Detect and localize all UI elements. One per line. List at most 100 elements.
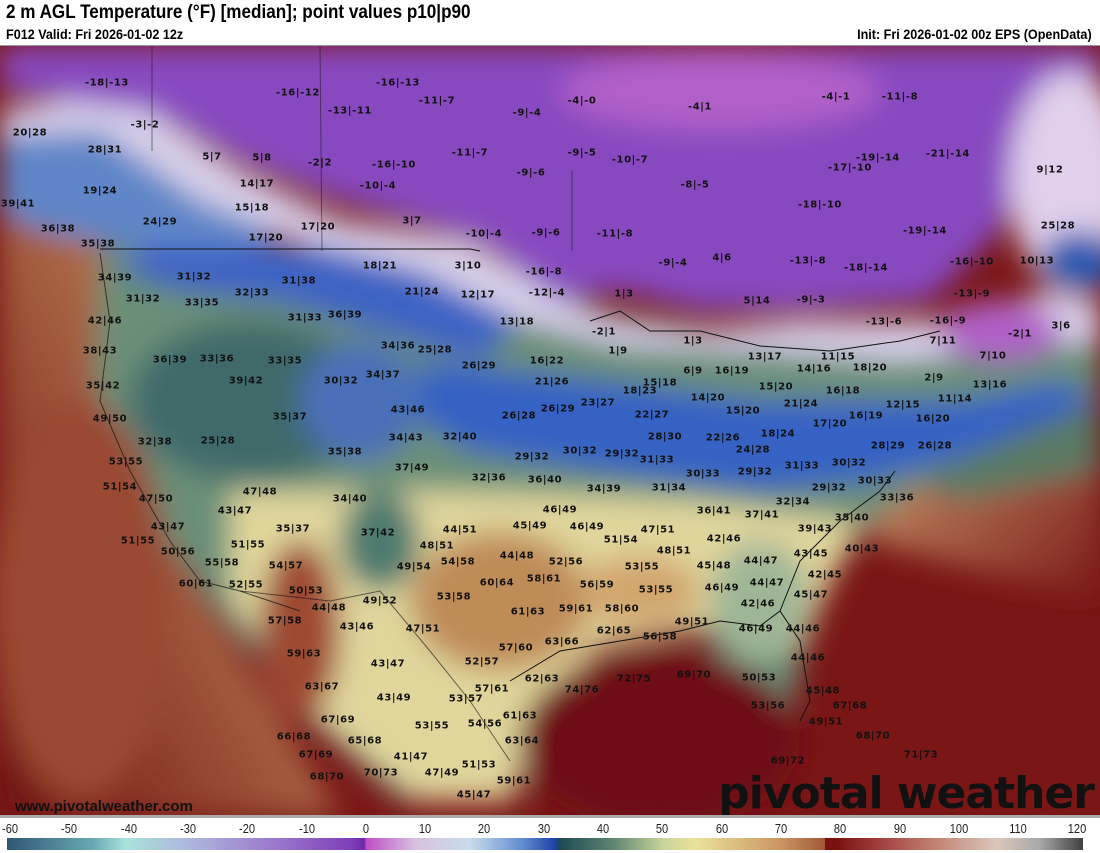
point-value-label: 61|63 bbox=[510, 606, 546, 618]
point-value-label: 15|20 bbox=[725, 405, 761, 417]
point-value-label: 24|29 bbox=[142, 216, 178, 228]
point-value-label: -13|-6 bbox=[865, 316, 903, 328]
point-value-label: 49|51 bbox=[808, 716, 844, 728]
point-value-label: 43|46 bbox=[390, 404, 426, 416]
point-value-label: 19|24 bbox=[82, 185, 118, 197]
point-value-label: 47|51 bbox=[640, 524, 676, 536]
point-value-label: 35|38 bbox=[80, 238, 116, 250]
point-value-label: 62|65 bbox=[596, 625, 632, 637]
point-value-label: 54|57 bbox=[268, 560, 304, 572]
point-value-label: 44|48 bbox=[311, 602, 347, 614]
point-value-label: 36|38 bbox=[40, 223, 76, 235]
point-value-label: 11|15 bbox=[820, 351, 856, 363]
point-value-label: 3|6 bbox=[1051, 320, 1071, 332]
point-value-label: 36|39 bbox=[327, 309, 363, 321]
point-value-label: 69|70 bbox=[676, 669, 712, 681]
point-value-label: 42|46 bbox=[87, 315, 123, 327]
point-value-label: 12|17 bbox=[460, 289, 496, 301]
colorbar-tick-label: -20 bbox=[239, 821, 256, 836]
point-value-label: 26|28 bbox=[917, 440, 953, 452]
point-value-label: 32|38 bbox=[137, 436, 173, 448]
point-value-label: 63|66 bbox=[544, 636, 580, 648]
point-value-label: 52|56 bbox=[548, 556, 584, 568]
point-value-label: -18|-10 bbox=[798, 199, 842, 211]
point-value-label: -9|-3 bbox=[796, 294, 826, 306]
point-value-label: 31|32 bbox=[125, 293, 161, 305]
point-value-label: 60|61 bbox=[178, 578, 214, 590]
point-value-label: 26|29 bbox=[540, 403, 576, 415]
point-value-label: 50|53 bbox=[741, 672, 777, 684]
point-value-label: 68|70 bbox=[855, 730, 891, 742]
point-value-label: 34|39 bbox=[586, 483, 622, 495]
point-value-label: 49|50 bbox=[92, 413, 128, 425]
point-value-label: 14|20 bbox=[690, 392, 726, 404]
point-value-label: 13|17 bbox=[747, 351, 783, 363]
point-value-label: 71|73 bbox=[903, 749, 939, 761]
point-value-label: 3|7 bbox=[402, 215, 422, 227]
point-value-label: 54|58 bbox=[440, 556, 476, 568]
point-value-label: 7|11 bbox=[929, 335, 957, 347]
point-value-label: -10|-4 bbox=[359, 180, 397, 192]
temperature-field bbox=[0, 46, 1100, 816]
point-value-label: 46|49 bbox=[738, 623, 774, 635]
point-value-label: 32|33 bbox=[234, 287, 270, 299]
point-value-label: -21|-14 bbox=[926, 148, 970, 160]
point-value-label: 44|51 bbox=[442, 524, 478, 536]
chart-header: 2 m AGL Temperature (°F) [median]; point… bbox=[0, 0, 1100, 45]
point-value-label: 39|42 bbox=[228, 375, 264, 387]
point-value-label: 16|19 bbox=[714, 365, 750, 377]
point-value-label: 67|69 bbox=[320, 714, 356, 726]
point-value-label: 46|49 bbox=[569, 521, 605, 533]
point-value-label: 51|55 bbox=[230, 539, 266, 551]
point-value-label: 5|8 bbox=[252, 152, 272, 164]
point-value-label: 16|18 bbox=[825, 385, 861, 397]
point-value-label: 1|9 bbox=[608, 345, 628, 357]
point-value-label: 53|55 bbox=[638, 584, 674, 596]
point-value-label: -4|-0 bbox=[567, 95, 597, 107]
point-value-label: 2|9 bbox=[924, 372, 944, 384]
point-value-label: 48|51 bbox=[656, 545, 692, 557]
point-value-label: 33|36 bbox=[879, 492, 915, 504]
point-value-label: 43|47 bbox=[370, 658, 406, 670]
colorbar-tick-label: 10 bbox=[418, 821, 432, 836]
point-value-label: 17|20 bbox=[300, 221, 336, 233]
point-value-label: 32|36 bbox=[471, 472, 507, 484]
point-value-label: -19|-14 bbox=[856, 152, 900, 164]
point-value-label: 15|20 bbox=[758, 381, 794, 393]
point-value-label: 41|47 bbox=[393, 751, 429, 763]
point-value-label: 42|46 bbox=[740, 598, 776, 610]
point-value-label: -9|-5 bbox=[567, 147, 597, 159]
point-value-label: 57|60 bbox=[498, 642, 534, 654]
point-value-label: -10|-4 bbox=[465, 228, 503, 240]
point-value-label: 66|68 bbox=[276, 731, 312, 743]
colorbar-tick-label: 40 bbox=[596, 821, 610, 836]
point-value-label: 53|56 bbox=[750, 700, 786, 712]
point-value-label: 50|53 bbox=[288, 585, 324, 597]
point-value-label: 1|3 bbox=[683, 335, 703, 347]
point-value-label: -4|-1 bbox=[821, 91, 851, 103]
point-value-label: 16|19 bbox=[848, 410, 884, 422]
point-value-label: 31|32 bbox=[176, 271, 212, 283]
point-value-label: 58|60 bbox=[604, 603, 640, 615]
point-value-label: 31|38 bbox=[281, 275, 317, 287]
colorbar-tick-label: 30 bbox=[537, 821, 550, 836]
colorbar-tick-label: 20 bbox=[478, 821, 491, 836]
point-value-label: 6|9 bbox=[683, 365, 703, 377]
point-value-label: 74|76 bbox=[564, 684, 600, 696]
point-value-label: 34|36 bbox=[380, 340, 416, 352]
colorbar-tick-label: -10 bbox=[298, 821, 315, 836]
point-value-label: 5|7 bbox=[202, 151, 222, 163]
point-value-label: 15|18 bbox=[234, 202, 270, 214]
point-value-label: 4|6 bbox=[712, 252, 732, 264]
point-value-label: 53|55 bbox=[624, 561, 660, 573]
point-value-label: 13|16 bbox=[972, 379, 1008, 391]
point-value-label: 32|40 bbox=[442, 431, 478, 443]
map-title: 2 m AGL Temperature (°F) [median]; point… bbox=[6, 2, 471, 23]
website-label: www.pivotalweather.com bbox=[15, 798, 193, 815]
point-value-label: 34|39 bbox=[97, 272, 133, 284]
point-value-label: 44|47 bbox=[749, 577, 785, 589]
point-value-label: 42|45 bbox=[807, 569, 843, 581]
point-value-label: 45|49 bbox=[512, 520, 548, 532]
point-value-label: 16|22 bbox=[529, 355, 565, 367]
point-value-label: 44|47 bbox=[743, 555, 779, 567]
